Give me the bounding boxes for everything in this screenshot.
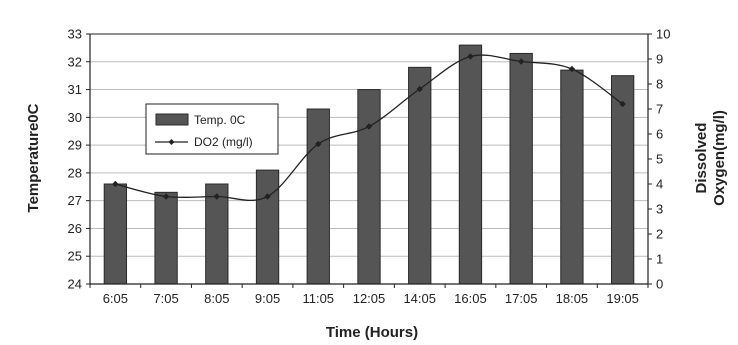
dissolved-oxygen-point [467,53,474,60]
left-axis-ticks: 24 25 26 27 28 29 30 31 32 33 [68,27,90,292]
temperature-bar [255,169,280,285]
legend-line-marker [168,139,175,145]
dissolved-oxygen-point [264,193,271,200]
dissolved-oxygen-point [112,180,119,188]
y-axis-title: Temperature0C [25,103,42,212]
x-tick-label: 16:05 [454,291,487,306]
dissolved-oxygen-line [112,53,626,201]
y-tick-label: 29 [68,138,82,153]
temperature-bar [357,89,381,285]
dissolved-oxygen-point [365,123,373,130]
temperature-bar [306,108,330,285]
legend: Temp. 0C DO2 (mg/l) [145,103,279,155]
x-tick-label: 12:05 [353,291,386,306]
y2-tick-label: 3 [656,202,663,217]
legend-box [145,103,279,155]
dissolved-oxygen-point [619,100,626,108]
x-tick-label: 11:05 [302,291,334,306]
y2-tick-label: 10 [656,27,670,42]
y-tick-label: 32 [68,54,82,69]
temperature-bar [103,183,128,285]
x-axis-title: Time (Hours) [326,324,418,341]
y2-tick-label: 1 [656,252,663,267]
temperature-bar [458,44,483,285]
y-tick-label: 27 [68,193,82,208]
x-tick-label: 8:05 [204,291,229,306]
y-tick-label: 26 [68,221,82,236]
temperature-bars [103,44,635,285]
dissolved-oxygen-point [416,85,423,93]
temperature-bar [509,52,533,285]
y2-tick-label: 9 [656,52,663,67]
y-tick-label: 30 [68,110,82,125]
y-tick-label: 25 [68,249,82,264]
x-tick-label: 17:05 [505,291,538,306]
temperature-bar [560,69,584,285]
dissolved-oxygen-point [568,65,576,73]
temperature-bar [154,191,178,285]
dissolved-oxygen-point [517,58,525,65]
dissolved-oxygen-point [213,193,221,200]
x-axis-ticks: 6:05 7:05 8:05 9:05 11:05 12:05 14:05 16:05 17:0… [89,284,649,306]
temperature-bar [408,66,432,285]
legend-bar-swatch [155,113,189,126]
right-axis-ticks: 0 1 2 3 4 5 6 7 8 9 10 [648,27,670,292]
dissolved-oxygen-point [162,193,170,200]
y2-tick-label: 7 [656,102,663,117]
y2-tick-label: 2 [656,227,663,242]
y-tick-label: 28 [68,165,82,180]
dissolved-oxygen-point [315,140,322,148]
x-tick-label: 9:05 [255,291,280,306]
y2-tick-label: 0 [656,277,663,292]
y-tick-label: 31 [68,82,82,97]
y2-tick-label: 4 [656,177,663,192]
y2-axis-title-line1: Dissolved [693,123,710,194]
x-tick-label: 18:05 [556,291,589,306]
y-tick-label: 33 [68,27,82,42]
x-tick-label: 19:05 [606,291,639,306]
y2-tick-label: 5 [656,152,663,167]
y2-axis-title-line2: Oxygen(mg/l) [711,110,728,206]
y2-tick-label: 6 [656,127,663,142]
y-tick-label: 24 [68,277,82,292]
x-tick-label: 7:05 [153,291,178,306]
legend-line-label: DO2 (mg/l) [194,135,253,149]
legend-bar-label: Temp. 0C [194,113,246,127]
x-tick-label: 14:05 [403,291,436,306]
y2-tick-label: 8 [656,77,663,92]
x-tick-label: 6:05 [103,291,128,306]
